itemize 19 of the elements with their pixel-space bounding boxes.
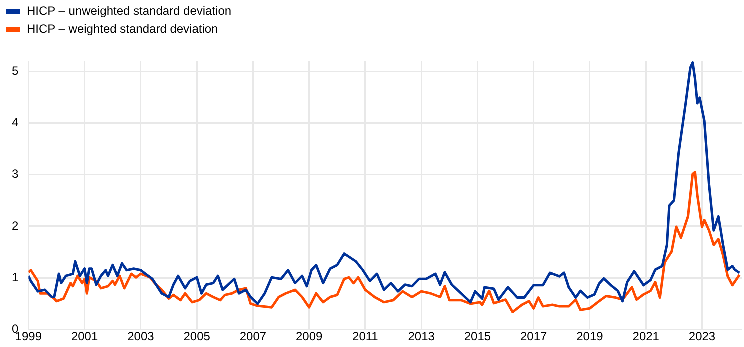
x-tick-label: 2015	[464, 329, 492, 344]
x-tick-label: 2001	[71, 329, 98, 344]
y-tick-label: 4	[12, 115, 19, 130]
x-tick-label: 2017	[520, 329, 548, 344]
y-tick-label: 2	[12, 218, 19, 233]
y-tick-label: 5	[12, 64, 19, 78]
y-tick-label: 1	[12, 270, 19, 284]
x-tick-label: 2019	[576, 329, 604, 344]
y-tick-label: 3	[12, 167, 19, 182]
x-tick-label: 2007	[240, 329, 267, 344]
legend-label: HICP – weighted standard deviation	[27, 22, 218, 36]
x-tick-label: 2005	[184, 329, 211, 344]
x-tick-label: 2013	[408, 329, 436, 344]
x-tick-label: 2009	[296, 329, 323, 344]
x-tick-label: 2003	[128, 329, 155, 344]
x-tick-label: 2021	[632, 329, 660, 344]
legend-label: HICP – unweighted standard deviation	[27, 4, 232, 18]
x-tick-label: 2023	[688, 329, 716, 344]
x-tick-label: 2011	[352, 329, 379, 344]
